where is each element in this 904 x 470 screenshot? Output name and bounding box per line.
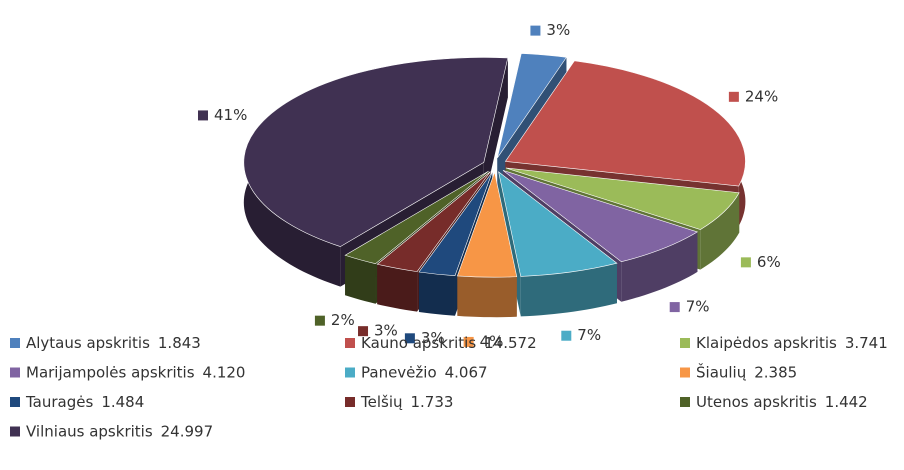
- legend-swatch: [10, 426, 20, 437]
- legend-name: Kauno apskritis: [361, 334, 476, 352]
- slice: [418, 171, 493, 277]
- data-label: 3%: [374, 322, 398, 340]
- slice-wall: [377, 264, 418, 312]
- legend-value: 24.997: [161, 422, 214, 440]
- slice: [504, 60, 746, 187]
- legend-name: Alytaus apskritis: [26, 334, 150, 352]
- legend-swatch: [345, 367, 355, 378]
- label-marker: [197, 110, 208, 121]
- legend-name: Telšių: [360, 393, 403, 411]
- slice-wall: [345, 255, 376, 304]
- data-label: 7%: [686, 298, 710, 316]
- legend-entry: Klaipėdos apskritis 3.741: [680, 334, 888, 352]
- data-label: 6%: [757, 253, 781, 271]
- legend-value: 2.385: [754, 363, 797, 381]
- legend-value: 1.442: [825, 393, 868, 411]
- legend-swatch: [10, 397, 20, 407]
- legend-value: 4.067: [445, 363, 488, 381]
- slice: [344, 170, 489, 265]
- legend-swatch: [10, 367, 20, 378]
- label-marker: [740, 257, 751, 268]
- legend-label: Utenos apskritis 1.442: [696, 393, 868, 411]
- label-marker: [358, 326, 369, 337]
- data-label: 3%: [421, 329, 445, 347]
- label-marker: [404, 333, 415, 344]
- legend-swatch: [10, 338, 20, 348]
- slice: [505, 167, 740, 230]
- legend-swatch: [680, 397, 690, 407]
- slice-wall: [700, 192, 740, 270]
- data-label: 4%: [480, 332, 504, 350]
- legend-entry: Kauno apskritis 14.572: [345, 334, 537, 352]
- slice-wall: [520, 263, 617, 317]
- legend-entry: Vilniaus apskritis 24.997: [10, 422, 213, 440]
- slice-wall: [418, 271, 455, 316]
- legend-label: Kauno apskritis 14.572: [361, 334, 537, 352]
- slice: [243, 57, 509, 247]
- slice-wall: [621, 231, 698, 302]
- data-label: 2%: [331, 311, 355, 329]
- legend-entry: Alytaus apskritis 1.843: [10, 334, 201, 352]
- legend-entry: Telšių 1.733: [345, 393, 453, 411]
- legend-label: Panevėžio 4.067: [361, 363, 488, 381]
- legend-swatch: [345, 397, 355, 407]
- data-label: 3%: [546, 21, 570, 39]
- legend-value: 4.120: [203, 363, 246, 381]
- legend-swatch: [680, 367, 690, 378]
- data-label: 7%: [577, 326, 601, 344]
- slice: [502, 170, 699, 263]
- legend-entry: Šiaulių 2.385: [680, 362, 797, 381]
- legend-name: Utenos apskritis: [696, 393, 817, 411]
- label-marker: [728, 91, 739, 102]
- slice: [456, 171, 518, 278]
- legend-entry: Panevėžio 4.067: [345, 363, 488, 381]
- label-marker: [530, 25, 541, 36]
- legend-value: 1.843: [158, 334, 201, 352]
- legend-label: Vilniaus apskritis 24.997: [26, 422, 213, 440]
- label-marker: [314, 315, 325, 326]
- legend-name: Tauragės: [25, 393, 93, 411]
- legend-label: Telšių 1.733: [360, 393, 453, 411]
- legend-label: Klaipėdos apskritis 3.741: [696, 334, 888, 352]
- slice: [376, 171, 491, 272]
- label-marker: [669, 302, 680, 313]
- slice: [497, 53, 567, 159]
- slice-tops: [243, 53, 746, 278]
- legend-name: Marijampolės apskritis: [26, 363, 195, 381]
- legend-name: Vilniaus apskritis: [26, 422, 153, 440]
- legend-name: Panevėžio: [361, 363, 437, 381]
- legend-swatch: [345, 338, 355, 348]
- legend-value: 3.741: [845, 334, 888, 352]
- data-label: 24%: [745, 87, 778, 105]
- legend-swatch: [680, 338, 690, 348]
- legend-value: 1.733: [411, 393, 454, 411]
- legend-label: Tauragės 1.484: [25, 393, 144, 411]
- legend-entry: Marijampolės apskritis 4.120: [10, 363, 245, 381]
- label-marker: [463, 336, 474, 347]
- legend-entry: Utenos apskritis 1.442: [680, 393, 868, 411]
- legend-name: Klaipėdos apskritis: [696, 334, 837, 352]
- slice: [498, 171, 618, 277]
- legend-label: Alytaus apskritis 1.843: [26, 334, 201, 352]
- slice-wall: [457, 275, 517, 318]
- legend-label: Šiaulių 2.385: [696, 362, 797, 381]
- legend-entry: Tauragės 1.484: [10, 393, 144, 411]
- legend-value: 14.572: [484, 334, 537, 352]
- legend-name: Šiaulių: [696, 362, 747, 381]
- data-label: 41%: [214, 106, 247, 124]
- label-marker: [561, 330, 572, 341]
- legend-label: Marijampolės apskritis 4.120: [26, 363, 245, 381]
- legend-value: 1.484: [101, 393, 144, 411]
